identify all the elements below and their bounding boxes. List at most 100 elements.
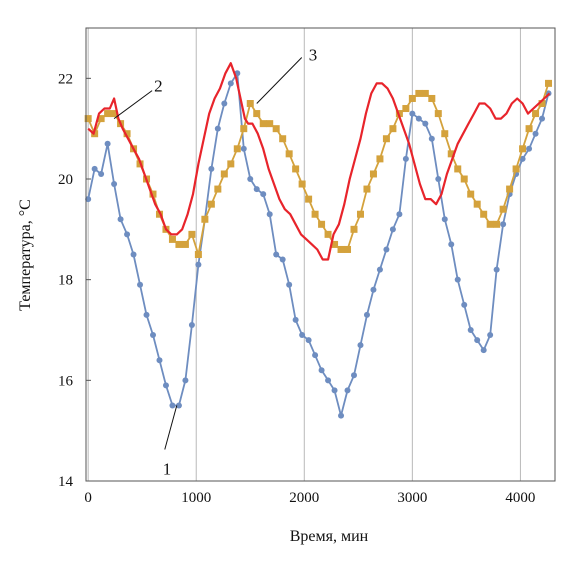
series-1-point (422, 120, 429, 127)
callout-leader (256, 57, 303, 104)
series-2-point (97, 115, 105, 123)
series-1-point (305, 337, 312, 344)
series-2-point (123, 130, 131, 138)
series-1-point (383, 246, 390, 253)
series-1-point (143, 311, 150, 318)
series-2-point (246, 100, 254, 107)
series-1-point (487, 332, 494, 339)
series-2-point (259, 120, 267, 128)
series-2-point (337, 245, 345, 253)
series-1-point (260, 191, 267, 198)
series-2-point (344, 245, 352, 253)
series-1-point (221, 100, 228, 107)
series-2-point (311, 210, 319, 218)
series-2-point (181, 240, 189, 248)
callout-layer: 1 2 3 (113, 46, 318, 479)
series-1-point (435, 176, 442, 182)
series-2-point (292, 165, 300, 173)
series-1-point (526, 145, 533, 152)
series-2-point (389, 125, 397, 133)
series-1-point (415, 115, 422, 122)
callout-label: 2 (154, 77, 163, 96)
series-2-point (272, 125, 280, 133)
y-tick-label: 16 (58, 373, 74, 389)
series-1-point (493, 266, 500, 273)
series-2-point (473, 200, 481, 208)
series-1-point (370, 286, 377, 293)
series-2-point (369, 170, 377, 178)
series-1-point (331, 387, 338, 394)
series-1-point (325, 377, 332, 384)
x-tick-label: 0 (84, 490, 92, 506)
series-2-point (214, 185, 222, 193)
series-1-point (363, 311, 370, 318)
series-1-point (299, 332, 306, 339)
series-2-point (538, 100, 546, 107)
y-axis-title: Температура, °С (17, 199, 34, 311)
series-2-point (460, 175, 468, 183)
series-2-point (441, 130, 449, 138)
series-1-point (162, 382, 169, 389)
series-1-point (389, 226, 396, 233)
series-2-point (233, 145, 241, 153)
series-1-point (104, 140, 111, 147)
series-1-point (351, 372, 357, 379)
series-2-point (447, 150, 455, 158)
series-2-point (279, 135, 287, 143)
series-1-point (195, 261, 202, 268)
series-1-point (344, 387, 351, 394)
series-3 (87, 62, 551, 261)
series-1-point (454, 276, 461, 283)
series-2-point (356, 210, 364, 218)
series-1-point (111, 181, 118, 188)
series-2-point (318, 220, 326, 228)
callout-label: 3 (309, 46, 318, 65)
series-1-point (98, 170, 105, 177)
series-2-point (454, 165, 462, 173)
series-2-point (220, 170, 228, 178)
series-1-point (338, 412, 345, 419)
series-2-point (545, 79, 553, 87)
series-2-point (506, 185, 514, 193)
series-2-point (382, 135, 390, 143)
series-2-point (324, 230, 332, 238)
series-1-point (467, 327, 474, 333)
series-2-point (480, 210, 488, 218)
series-2-point (207, 200, 215, 208)
series-2-point (408, 94, 416, 102)
series-1-point (312, 352, 319, 359)
series-2-point (227, 160, 235, 168)
series-1-point (124, 231, 131, 238)
series-2-point (525, 125, 533, 133)
series-1-point (441, 216, 448, 223)
series-2-point (240, 125, 248, 133)
series-1-point (266, 211, 273, 218)
series-layer (84, 62, 553, 419)
series-3-line (87, 62, 551, 261)
series-1-point (85, 196, 92, 203)
series-1-point (448, 241, 455, 248)
series-2-point (519, 145, 527, 153)
series-1-point (500, 221, 507, 228)
series-2-point (499, 205, 507, 213)
series-1-point (409, 110, 416, 117)
series-1-point (279, 256, 286, 263)
callout-label: 1 (163, 460, 172, 479)
series-2-point (415, 89, 423, 97)
series-1-point (402, 155, 409, 162)
series-1-point (137, 281, 144, 288)
series-1-point (292, 316, 299, 323)
series-1-point (428, 135, 435, 142)
series-1-point (208, 165, 215, 172)
series-2-point (194, 251, 202, 258)
series-1-point (188, 321, 195, 328)
y-tick-label: 18 (58, 273, 73, 289)
series-1-point (273, 251, 280, 258)
series-2-point (285, 150, 293, 158)
series-1-point (91, 165, 98, 172)
series-2-point (168, 235, 176, 243)
series-1-point (539, 115, 546, 122)
series-2-point (363, 185, 371, 193)
